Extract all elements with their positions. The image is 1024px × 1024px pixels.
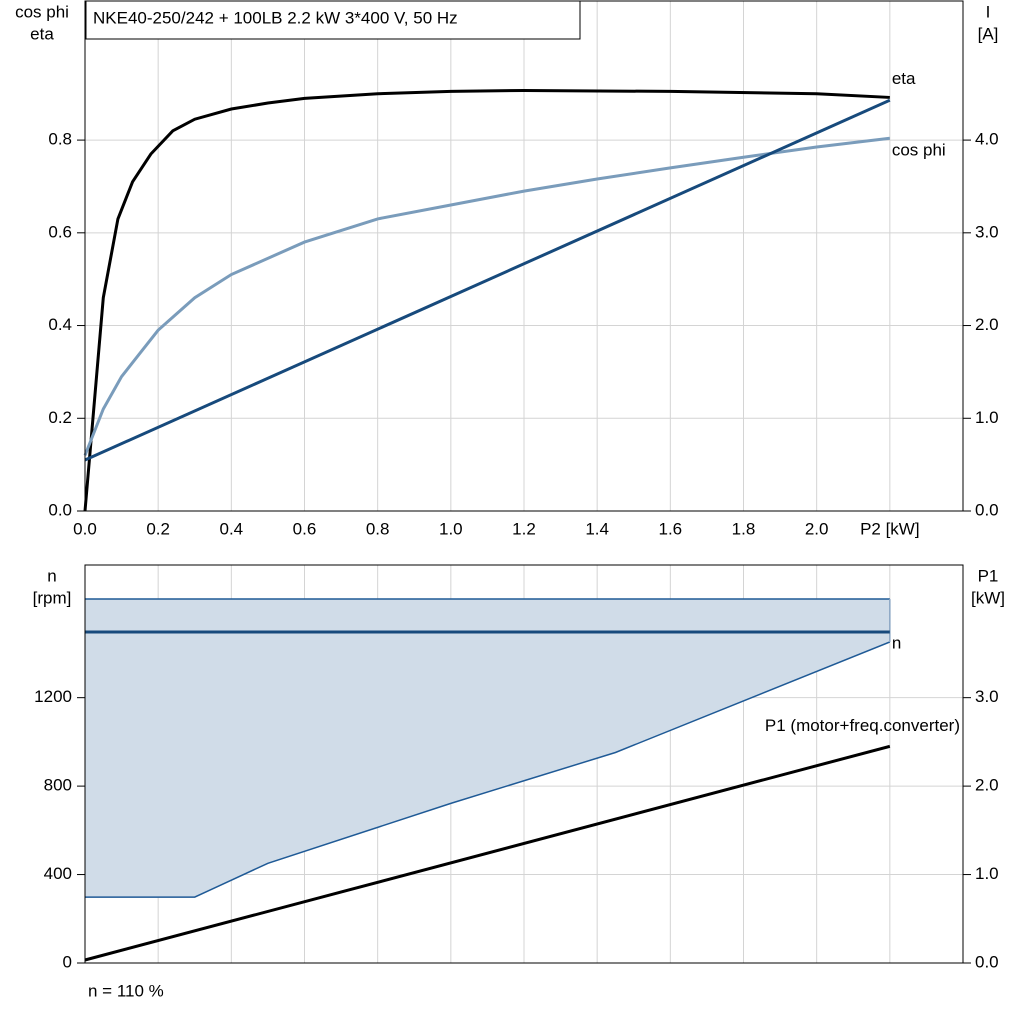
- y2-tick-label: 3.0: [975, 222, 999, 241]
- x-tick-label: 2.0: [805, 519, 829, 538]
- x-tick-label: 1.8: [732, 519, 756, 538]
- chart-title: NKE40-250/242 + 100LB 2.2 kW 3*400 V, 50…: [93, 8, 458, 27]
- series-label: cos phi: [892, 141, 946, 160]
- x-tick-label: 0.6: [293, 519, 317, 538]
- y-tick-label: 400: [44, 864, 72, 883]
- plot-frame: [84, 564, 964, 964]
- range-lower-line: [85, 641, 891, 898]
- range-area: [85, 599, 890, 898]
- series-line: [84, 98, 891, 462]
- series-line: [83, 88, 890, 512]
- y-axis-label: eta: [30, 24, 54, 43]
- series-line: [83, 136, 891, 456]
- title-box: [85, 0, 581, 40]
- series-line: [84, 744, 891, 962]
- y-tick-label: 0.0: [48, 500, 72, 519]
- x-tick-label: 1.6: [659, 519, 683, 538]
- x-tick-label: 1.4: [585, 519, 609, 538]
- y2-tick-label: 1.0: [975, 864, 999, 883]
- y-axis-label: [rpm]: [33, 588, 72, 607]
- y2-tick-label: 3.0: [975, 687, 999, 706]
- y-tick-label: 0.2: [48, 408, 72, 427]
- x-tick-label: 0.2: [146, 519, 170, 538]
- y2-tick-label: 2.0: [975, 776, 999, 795]
- y-tick-label: 1200: [34, 687, 72, 706]
- y-tick-label: 800: [44, 776, 72, 795]
- y-tick-label: 0: [63, 952, 72, 971]
- x-tick-label: 0.0: [73, 519, 97, 538]
- y2-axis-label: I: [986, 2, 991, 21]
- y-tick-label: 0.6: [48, 222, 72, 241]
- y2-tick-label: 4.0: [975, 130, 999, 149]
- series-label: P1 (motor+freq.converter): [765, 716, 960, 735]
- y2-tick-label: 2.0: [975, 315, 999, 334]
- y2-axis-label: [kW]: [971, 588, 1005, 607]
- x-tick-label: 0.8: [366, 519, 390, 538]
- y-tick-label: 0.4: [48, 315, 72, 334]
- y2-axis-label: [A]: [978, 24, 999, 43]
- y-axis-label: n: [47, 566, 56, 585]
- x-tick-label: 1.2: [512, 519, 536, 538]
- y2-axis-label: P1: [978, 566, 999, 585]
- series-label: eta: [892, 69, 916, 88]
- y2-tick-label: 1.0: [975, 408, 999, 427]
- y2-tick-label: 0.0: [975, 500, 999, 519]
- x-tick-label: 0.4: [220, 519, 244, 538]
- series-label: n: [892, 633, 901, 652]
- x-tick-label: P2 [kW]: [860, 519, 920, 538]
- y2-tick-label: 0.0: [975, 952, 999, 971]
- y-tick-label: 0.8: [48, 130, 72, 149]
- annotation: n = 110 %: [88, 981, 164, 1000]
- y-axis-label: cos phi: [15, 2, 69, 21]
- x-tick-label: 1.0: [439, 519, 463, 538]
